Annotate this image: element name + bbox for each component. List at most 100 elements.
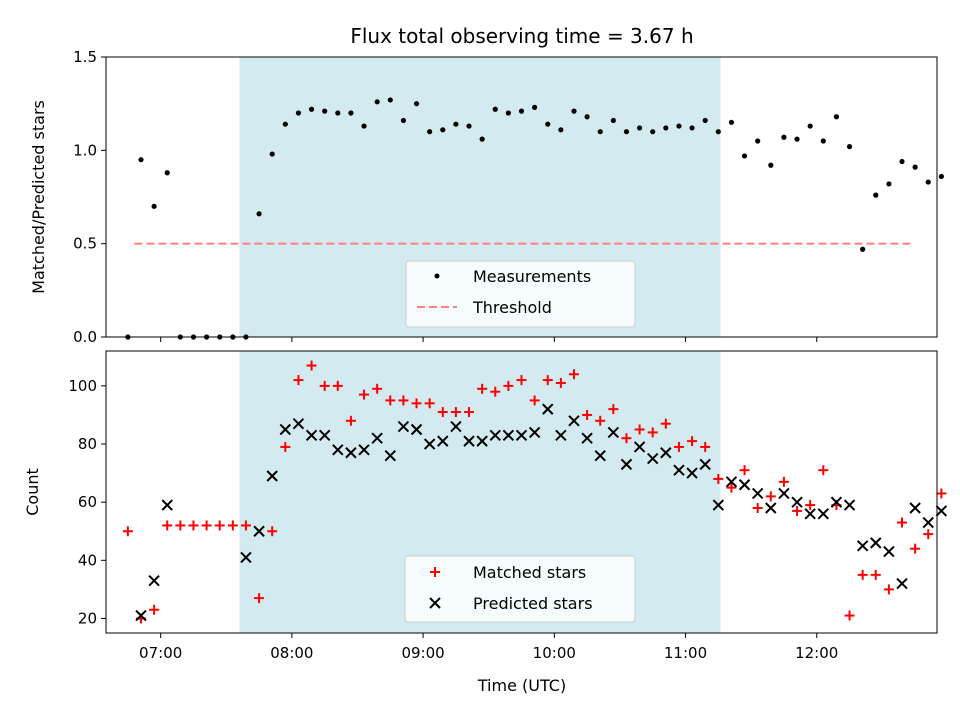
measurement-point xyxy=(650,129,656,135)
matched-star-point xyxy=(214,520,225,531)
measurement-point xyxy=(348,110,354,116)
predicted-star-point xyxy=(870,537,882,549)
matched-star-point xyxy=(883,584,894,595)
matched-star-point xyxy=(149,604,160,615)
measurement-point xyxy=(151,203,157,209)
predicted-star-point xyxy=(305,429,318,442)
matched-star-point xyxy=(201,520,212,531)
measurement-point xyxy=(295,110,302,116)
matched-star-point xyxy=(254,593,265,604)
legend-predicted-label: Predicted stars xyxy=(473,594,593,613)
matched-star-point xyxy=(227,520,238,531)
predicted-star-point xyxy=(371,432,383,444)
matched-star-point xyxy=(450,407,461,418)
top-panel: 0.0 0.5 1.0 1.5 Matched/Predicted stars Mea… xyxy=(29,48,944,346)
matched-star-point xyxy=(319,380,330,391)
predicted-star-point xyxy=(397,420,410,433)
predicted-star-point xyxy=(817,508,829,520)
predicted-star-point xyxy=(725,476,738,488)
predicted-star-point xyxy=(279,423,292,436)
matched-star-point xyxy=(778,476,789,487)
y-tick-label: 1.5 xyxy=(73,48,97,66)
predicted-star-point xyxy=(502,429,515,442)
measurement-point xyxy=(676,123,682,129)
measurement-point xyxy=(623,129,630,135)
predicted-star-point xyxy=(542,403,554,415)
matched-star-point xyxy=(805,500,816,511)
matched-star-point xyxy=(332,380,343,391)
matched-star-point xyxy=(477,383,488,394)
top-y-ticks: 0.0 0.5 1.0 1.5 xyxy=(73,48,106,346)
x-tick-label: 11:00 xyxy=(664,644,707,662)
predicted-star-point xyxy=(712,499,725,511)
measurement-point xyxy=(636,125,643,131)
measurement-point xyxy=(925,179,931,185)
measurement-point xyxy=(466,123,472,129)
predicted-star-point xyxy=(318,429,331,442)
matched-star-point xyxy=(240,520,251,531)
matched-star-point xyxy=(870,569,881,580)
predicted-star-point xyxy=(830,496,843,508)
predicted-star-point xyxy=(358,444,370,456)
measurement-point xyxy=(728,119,735,125)
matched-star-point xyxy=(490,386,501,397)
bottom-axes-frame xyxy=(105,350,938,634)
predicted-star-point xyxy=(450,420,462,433)
predicted-star-point xyxy=(332,444,344,456)
matched-star-point xyxy=(529,395,540,406)
predicted-star-point xyxy=(633,441,646,453)
y-tick-label: 20 xyxy=(78,609,97,627)
y-tick-label: 40 xyxy=(78,551,97,569)
measurement-point xyxy=(873,192,879,198)
y-tick-label: 0.0 xyxy=(73,328,97,346)
matched-star-point xyxy=(503,380,514,391)
x-tick-label: 12:00 xyxy=(795,644,838,662)
predicted-star-point xyxy=(476,435,488,447)
predicted-star-point xyxy=(410,423,423,436)
bottom-y-axis-label: Count xyxy=(23,468,42,516)
legend-measurements-label: Measurements xyxy=(473,267,591,286)
measurement-point xyxy=(374,99,380,105)
predicted-star-point xyxy=(883,545,895,558)
predicted-star-point xyxy=(515,429,528,442)
y-tick-label: 100 xyxy=(68,377,97,395)
top-x-ticks xyxy=(160,337,818,342)
matched-star-point xyxy=(844,610,855,621)
predicted-star-point xyxy=(240,551,252,564)
predicted-star-point xyxy=(594,449,606,462)
measurement-point xyxy=(335,110,341,116)
matched-star-point xyxy=(162,520,173,531)
top-legend: Measurements Threshold xyxy=(405,260,636,328)
matched-star-point xyxy=(713,473,724,484)
measurement-points xyxy=(125,97,944,340)
measurement-point xyxy=(702,117,708,124)
measurement-point xyxy=(440,127,446,133)
matched-star-point xyxy=(188,520,199,531)
measurement-point xyxy=(400,117,407,124)
measurement-point xyxy=(413,101,420,107)
measurement-point xyxy=(427,129,433,135)
matched-star-point xyxy=(280,441,291,452)
measurement-point xyxy=(886,181,892,187)
measurement-point xyxy=(663,125,669,131)
y-tick-label: 1.0 xyxy=(73,141,97,159)
measurement-point xyxy=(545,121,551,127)
measurement-point xyxy=(833,114,840,120)
predicted-star-point xyxy=(292,417,305,430)
measurement-point xyxy=(794,136,800,142)
predicted-star-point xyxy=(856,540,869,552)
legend-matched-marker xyxy=(430,567,440,577)
x-tick-label: 09:00 xyxy=(401,644,444,662)
predicted-star-point xyxy=(463,435,475,447)
matched-star-point xyxy=(398,395,409,406)
measurement-point xyxy=(308,106,315,112)
matched-star-point xyxy=(936,488,947,499)
predicted-star-point xyxy=(804,508,816,520)
matched-star-point xyxy=(411,398,422,409)
predicted-star-point xyxy=(555,429,567,442)
matched-star-point xyxy=(897,517,908,528)
predicted-star-point xyxy=(568,415,580,427)
measurement-point xyxy=(269,151,275,157)
measurement-point xyxy=(781,134,787,140)
